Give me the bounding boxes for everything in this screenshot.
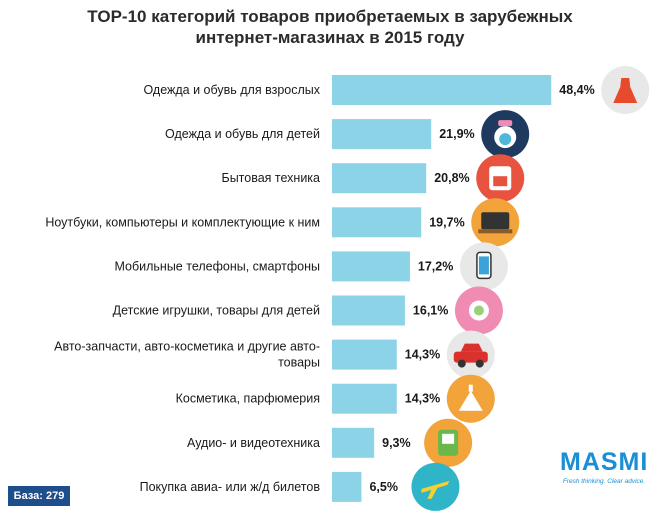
category-label: Одежда и обувь для взрослых [143, 83, 320, 97]
sample-base-badge: База: 279 [8, 486, 70, 506]
car-icon [446, 330, 495, 379]
bar [332, 295, 405, 326]
kitchen-appliance-icon [476, 154, 525, 203]
category-label: Косметика, парфюмерия [176, 392, 320, 406]
chart-title-line-2: интернет-магазинах в 2015 году [195, 28, 465, 47]
value-label: 17,2% [418, 259, 453, 273]
masmi-logo: MASMI Fresh thinking. Clear advice. [560, 448, 648, 494]
value-label: 9,3% [382, 436, 411, 450]
value-label: 21,9% [439, 127, 474, 141]
category-label: Бытовая техника [221, 171, 320, 185]
chart-title: TOP-10 категорий товаров приобретаемых в… [0, 6, 660, 48]
category-label: Детские игрушки, товары для детей [113, 304, 320, 318]
chart-title-line-1: TOP-10 категорий товаров приобретаемых в… [87, 7, 573, 26]
value-label: 14,3% [405, 348, 440, 362]
category-label: Авто-запчасти, авто-косметика и другие а… [54, 340, 320, 370]
smartphone-icon [459, 242, 508, 291]
logo-wordmark: MASMI [560, 448, 649, 476]
category-label: Мобильные телефоны, смартфоны [114, 259, 320, 273]
media-player-icon [424, 418, 473, 467]
bar [332, 75, 552, 105]
value-label: 48,4% [559, 83, 594, 97]
dress-icon [601, 66, 650, 114]
pacifier-icon [454, 286, 503, 335]
value-label: 14,3% [405, 392, 440, 406]
value-label: 16,1% [413, 304, 448, 318]
laptop-icon [471, 198, 520, 247]
bar [332, 383, 397, 414]
bar [332, 251, 410, 282]
category-label: Аудио- и видеотехника [187, 436, 320, 450]
value-label: 20,8% [434, 171, 469, 185]
category-label: Одежда и обувь для детей [165, 127, 320, 141]
value-label: 6,5% [369, 480, 398, 494]
bar [332, 207, 422, 238]
value-label: 19,7% [429, 215, 464, 229]
category-label: Покупка авиа- или ж/д билетов [140, 480, 321, 494]
perfume-icon [446, 374, 495, 423]
bar [332, 471, 362, 502]
bar [332, 119, 432, 150]
logo-tagline: Fresh thinking. Clear advice. [562, 478, 646, 485]
category-label: Ноутбуки, компьютеры и комплектующие к н… [45, 215, 320, 229]
bar [332, 163, 427, 194]
bar [332, 339, 397, 370]
baby-bib-icon [481, 110, 530, 159]
airplane-icon [411, 462, 460, 511]
bar [332, 427, 375, 458]
